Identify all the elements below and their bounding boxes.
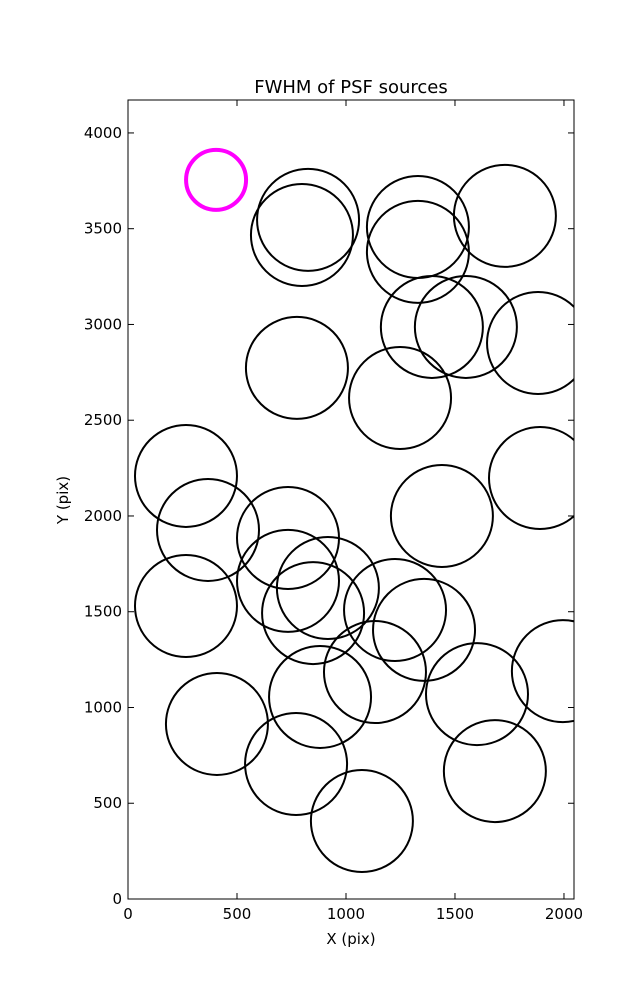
source-circle: [348, 345, 453, 450]
y-tick-label: 500: [93, 794, 122, 812]
x-tick-label: 500: [223, 905, 252, 923]
y-tick-label: 4000: [84, 124, 122, 142]
source-circle: [309, 769, 414, 874]
source-circle: [133, 553, 238, 658]
x-tick-label: 0: [123, 905, 133, 923]
y-tick-label: 1500: [84, 603, 122, 621]
source-circle: [510, 619, 574, 724]
source-circle: [413, 274, 518, 379]
source-circle: [268, 644, 373, 749]
source-circle: [486, 291, 574, 396]
y-axis-label: Y (pix): [54, 476, 72, 525]
y-tick-label: 1000: [84, 698, 122, 716]
chart-title: FWHM of PSF sources: [254, 77, 448, 98]
source-circle: [156, 477, 261, 582]
source-circle: [133, 423, 238, 528]
source-circle: [424, 642, 529, 747]
source-circle: [244, 315, 349, 420]
y-tick-label: 2000: [84, 507, 122, 525]
source-circle: [256, 167, 361, 272]
source-circle: [372, 577, 477, 682]
source-circle: [442, 719, 547, 824]
source-circle: [389, 463, 494, 568]
source-circle: [261, 561, 366, 666]
source-circle: [365, 174, 470, 279]
source-circle: [244, 711, 349, 816]
source-circle: [343, 558, 448, 663]
x-tick-label: 1500: [436, 905, 474, 923]
y-tick-label: 0: [112, 890, 122, 908]
source-circle: [236, 528, 341, 633]
source-circle: [249, 183, 354, 288]
plot-frame: [127, 99, 575, 900]
x-tick-label: 1000: [327, 905, 365, 923]
source-circle: [322, 620, 427, 725]
y-tick-label: 2500: [84, 411, 122, 429]
source-circle: [184, 147, 249, 212]
source-circle: [275, 535, 380, 640]
x-tick-label: 2000: [545, 905, 583, 923]
source-circle: [452, 163, 557, 268]
y-tick-label: 3000: [84, 315, 122, 333]
source-circle: [164, 671, 269, 776]
source-circle: [379, 274, 484, 379]
x-axis-label: X (pix): [326, 930, 375, 948]
plot-area: [133, 147, 574, 874]
source-circle: [488, 426, 574, 531]
y-tick-label: 3500: [84, 220, 122, 238]
